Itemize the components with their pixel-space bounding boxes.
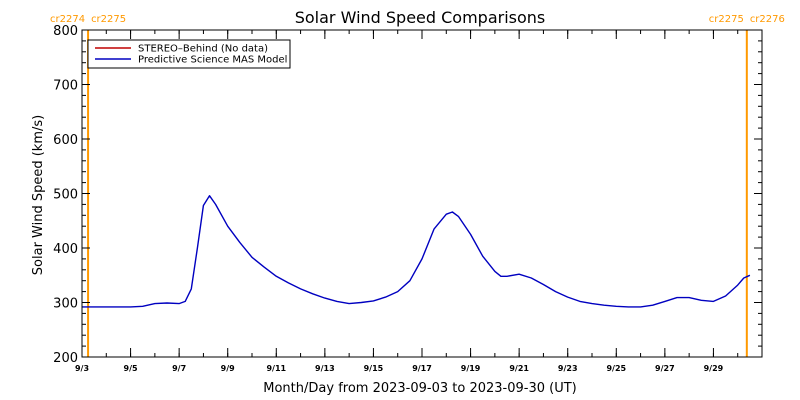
carrington-label-right: cr2275 xyxy=(91,14,126,25)
x-tick-label: 9/5 xyxy=(124,364,138,373)
series-lines xyxy=(82,194,751,308)
chart-title: Solar Wind Speed Comparisons xyxy=(295,8,546,27)
x-tick-label: 9/23 xyxy=(558,364,578,373)
series-line xyxy=(82,194,751,308)
carrington-label-left: cr2274 xyxy=(50,14,85,25)
y-axis-label: Solar Wind Speed (km/s) xyxy=(31,115,46,275)
legend: STEREO–Behind (No data)Predictive Scienc… xyxy=(87,39,291,69)
plot-frame xyxy=(81,29,763,358)
x-tick-label: 9/11 xyxy=(266,364,286,373)
y-tick-label: 400 xyxy=(53,242,78,257)
x-tick-label: 9/9 xyxy=(221,364,235,373)
y-tick-label: 600 xyxy=(53,133,78,148)
legend-label: Predictive Science MAS Model xyxy=(138,55,287,66)
legend-label: STEREO–Behind (No data) xyxy=(138,44,268,55)
y-tick-label: 800 xyxy=(53,24,78,39)
x-tick-label: 9/13 xyxy=(315,364,335,373)
y-tick-label: 300 xyxy=(53,297,78,312)
carrington-label-left: cr2275 xyxy=(709,14,744,25)
x-tick-label: 9/17 xyxy=(412,364,432,373)
y-tick-label: 500 xyxy=(53,188,78,203)
x-tick-label: 9/27 xyxy=(655,364,675,373)
x-axis-label: Month/Day from 2023-09-03 to 2023-09-30 … xyxy=(263,381,576,396)
carrington-label-right: cr2276 xyxy=(750,14,785,25)
x-tick-label: 9/25 xyxy=(606,364,626,373)
x-tick-label: 9/15 xyxy=(364,364,384,373)
y-tick-label: 200 xyxy=(53,351,78,366)
legend-box xyxy=(87,39,291,69)
x-tick-label: 9/19 xyxy=(461,364,481,373)
y-tick-label: 700 xyxy=(53,79,78,94)
plot-axes: 200 300 400 500 600 700 800 9/3 9/5 9/7 9/9 9/11 9/1… xyxy=(53,24,763,373)
x-tick-label: 9/3 xyxy=(75,364,89,373)
x-tick-label: 9/29 xyxy=(704,364,724,373)
x-tick-label: 9/21 xyxy=(509,364,529,373)
x-tick-label: 9/7 xyxy=(172,364,186,373)
